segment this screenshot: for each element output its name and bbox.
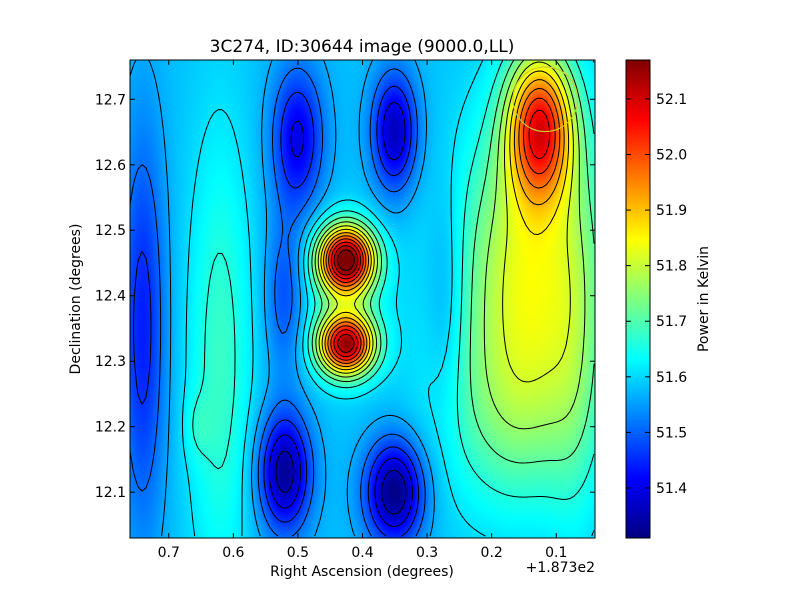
contour-level-8: [314, 60, 586, 430]
contour-level-10: [320, 70, 570, 371]
contour-level-5: [181, 60, 595, 537]
x-axis-offset-label: +1.873e2: [526, 560, 595, 576]
colorbar: 51.4 51.5 51.6 51.7 51.8 51.9 52.0 52.1 Power i…: [625, 59, 712, 539]
x-tick-label: 0.3: [416, 545, 438, 561]
contour-level-14: [330, 109, 551, 358]
colorbar-label: Power in Kelvin: [696, 246, 712, 352]
y-tick-label: 12.7: [95, 92, 126, 108]
contour-level-6: [192, 60, 595, 500]
y-tick-label: 12.6: [95, 158, 126, 174]
colorbar-tick-label: 51.7: [656, 314, 687, 330]
plot-area: 0.7 0.6 0.5 0.4 0.3 0.2 0.1 12.112.212.312.412…: [95, 59, 596, 561]
heatmap-image: [130, 60, 595, 538]
y-axis-label: Declination (degrees): [68, 224, 84, 375]
colorbar-tick-label: 52.0: [656, 147, 687, 163]
x-tick-label: 0.6: [222, 545, 244, 561]
colorbar-tick-label: 51.6: [656, 370, 687, 386]
contour-level-11: [323, 79, 565, 368]
colorbar-tick-label: 51.8: [656, 259, 687, 275]
contour-level-13: [328, 97, 556, 361]
x-tick-label: 0.5: [287, 545, 309, 561]
contour-level-16: [337, 249, 355, 272]
contour-level-0: [275, 450, 407, 515]
y-tick-label: 12.5: [95, 223, 126, 239]
contour-level-7: [311, 60, 595, 464]
colorbar-tick-label: 51.9: [656, 203, 687, 219]
colorbar-gradient: [625, 59, 651, 539]
x-tick-label: 0.2: [481, 545, 503, 561]
y-tick-label: 12.2: [95, 420, 126, 436]
y-tick-label: 12.3: [95, 354, 126, 370]
y-tick-label: 12.4: [95, 289, 126, 305]
x-tick-label: 0.1: [545, 545, 567, 561]
colorbar-ticks: 51.4 51.5 51.6 51.7 51.8 51.9 52.0 52.1: [626, 92, 687, 497]
y-tick-label: 12.1: [95, 485, 126, 501]
contour-level-1: [268, 101, 413, 528]
colorbar-tick-label: 52.1: [656, 92, 687, 108]
x-tick-label: 0.7: [158, 545, 180, 561]
x-axis-ticks: 0.7 0.6 0.5 0.4 0.3 0.2 0.1: [158, 60, 567, 561]
x-axis-label: Right Ascension (degrees): [270, 564, 454, 580]
colorbar-tick-label: 51.4: [656, 481, 687, 497]
contour-level-4: [130, 60, 435, 537]
contour-level-15: [333, 245, 359, 353]
y-axis-ticks: 12.1 12.2 12.3 12.4 12.5 12.6 12.7: [95, 92, 595, 501]
contour-level-12: [325, 88, 561, 364]
contour-lines: [130, 60, 595, 537]
contour-level-2: [133, 85, 419, 537]
chart-title: 3C274, ID:30644 image (9000.0,LL): [210, 37, 515, 57]
x-tick-label: 0.4: [351, 545, 373, 561]
beam-circle: [512, 66, 579, 133]
contour-level-9: [317, 61, 574, 383]
contour-level-3: [130, 67, 426, 537]
colorbar-tick-label: 51.5: [656, 425, 687, 441]
